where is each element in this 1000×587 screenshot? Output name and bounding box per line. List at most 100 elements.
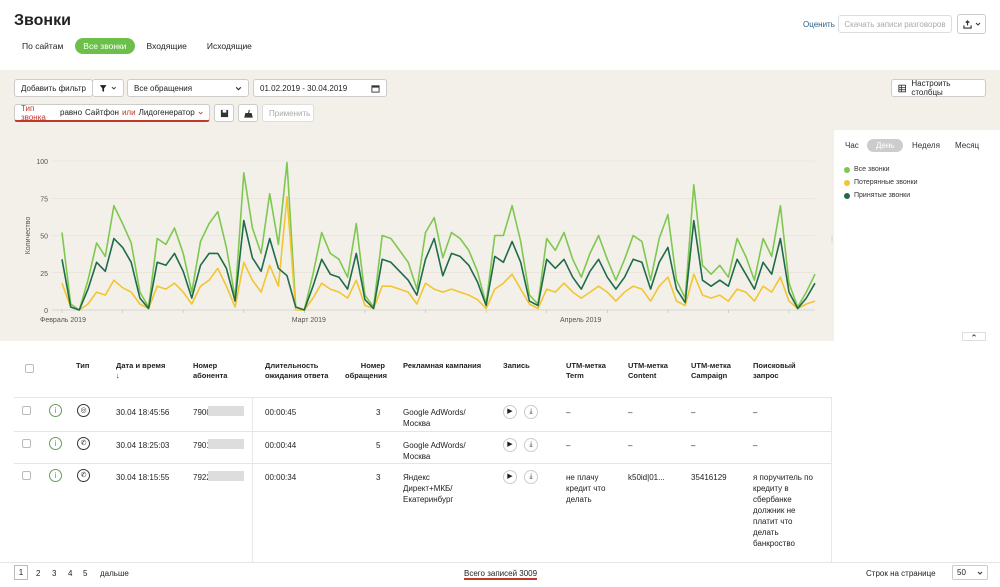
legend-lost-calls[interactable]: Потерянные звонки [844,179,918,186]
query-line: платит что [753,517,793,526]
legend-dot [844,179,850,186]
tab-all-calls[interactable]: Все звонки [75,38,135,54]
y-tick-label: 50 [40,234,48,241]
cell-appeal: 3 [376,408,381,417]
per-page-select[interactable]: 50 [952,565,988,580]
col-utm-campaign[interactable]: UTM-метка Campaign [691,361,731,380]
download-record-button[interactable]: ⤓ [524,438,538,452]
add-filter-button[interactable]: Добавить фильтр [14,79,93,97]
cell-utm-campaign: – [691,441,696,450]
filter-type-dropdown[interactable] [92,79,124,97]
download-record-button[interactable]: ⤓ [524,470,538,484]
select-all-checkbox[interactable] [25,364,34,373]
appeals-select[interactable]: Все обращения [127,79,249,97]
broom-icon [243,109,253,118]
legend-all-calls[interactable]: Все звонки [844,166,890,173]
apply-button[interactable]: Применить [262,104,314,122]
chevron-down-icon [977,571,983,575]
calendar-icon [371,84,380,93]
period-day[interactable]: День [867,139,904,152]
table-row[interactable] [14,463,832,562]
pagination-bar [0,562,1000,587]
y-tick-label: 75 [40,196,48,203]
info-icon[interactable]: i [49,437,62,450]
per-page-label: Строк на странице [866,569,936,578]
legend-label: Все звонки [854,166,890,173]
date-range-input[interactable]: 01.02.2019 - 30.04.2019 [253,79,387,97]
page-2[interactable]: 2 [36,569,41,578]
col-type[interactable]: Тип [76,361,90,370]
rate-link[interactable]: Оценить [803,20,835,29]
line-chart: 0 25 50 75 100 Количество Февраль 2019 Март 201… [25,159,816,324]
filter-tag[interactable]: Тип звонка равно Сайтфон или Лидогенерат… [14,104,210,122]
cell-datetime: 30.04 18:15:55 [116,473,170,482]
col-record[interactable]: Запись [503,361,530,370]
clear-filter-button[interactable] [238,104,258,122]
cell-utm-content: – [628,441,633,450]
legend-received-calls[interactable]: Принятые звонки [844,192,910,199]
chart-sidebar [834,130,1000,341]
total-records: Всего записей 3009 [464,569,538,580]
y-tick-label: 100 [36,159,48,166]
export-button[interactable] [957,14,986,34]
campaign-line: Директ+МКБ/ [403,484,453,493]
cell-datetime: 30.04 18:25:03 [116,441,170,450]
month-label: Март 2019 [292,317,326,324]
funnel-icon [99,84,107,92]
info-icon[interactable]: i [49,469,62,482]
col-utm-term[interactable]: UTM-метка Term [566,361,606,380]
tab-incoming[interactable]: Входящие [146,41,187,51]
chevron-down-icon [235,86,242,90]
campaign-line: Яндекс [403,473,430,482]
cell-phone: 7901 [193,441,211,450]
col-campaign[interactable]: Рекламная кампания [403,361,482,370]
save-filter-button[interactable] [214,104,234,122]
play-button[interactable]: ▶ [503,438,517,452]
col-phone[interactable]: Номер абонента [193,361,228,380]
download-record-button[interactable]: ⤓ [524,405,538,419]
query-line: должник не [753,506,796,515]
table-row[interactable] [14,431,832,463]
export-icon [962,19,972,29]
download-recordings-button[interactable]: Скачать записи разговоров [838,15,952,33]
column-divider [831,397,832,562]
next-page-link[interactable]: дальше [100,569,129,578]
row-checkbox[interactable] [22,439,31,448]
series-line-received [61,219,816,311]
cell-utm-content: – [628,408,633,417]
cell-utm-campaign: – [691,408,696,417]
filter-tag-or: или [121,108,136,117]
chevron-down-icon [198,111,203,115]
column-divider [252,397,253,562]
configure-columns-button[interactable]: Настроить столбцы [891,79,986,97]
col-datetime[interactable]: Дата и время ↓ [116,361,186,381]
row-checkbox[interactable] [22,471,31,480]
period-hour[interactable]: Час [845,141,859,150]
col-utm-content[interactable]: UTM-метка Content [628,361,668,380]
period-month[interactable]: Месяц [955,141,980,150]
col-query[interactable]: Поисковый запрос [753,361,796,380]
play-button[interactable]: ▶ [503,470,517,484]
page-5[interactable]: 5 [83,569,88,578]
page-3[interactable]: 3 [52,569,57,578]
tabs: По сайтам Все звонки Входящие Исходящие [14,38,260,54]
col-wait[interactable]: Длительность ожидания ответа [265,361,329,380]
page-1[interactable]: 1 [14,565,28,580]
cell-campaign: Яндекс Директ+МКБ/ Екатеринбург [403,472,453,505]
table-row[interactable] [14,397,832,431]
date-range-value: 01.02.2019 - 30.04.2019 [260,83,348,93]
tab-by-sites[interactable]: По сайтам [22,41,64,51]
tab-outgoing[interactable]: Исходящие [206,41,252,51]
collapse-chart-button[interactable] [962,332,986,341]
page-4[interactable]: 4 [68,569,73,578]
play-button[interactable]: ▶ [503,405,517,419]
col-appeal[interactable]: Номер обращения [345,361,387,380]
cell-datetime: 30.04 18:45:56 [116,408,170,417]
sort-down-icon: ↓ [116,371,120,380]
info-icon[interactable]: i [49,404,62,417]
resize-handle[interactable]: ⋮ [829,237,835,243]
chevron-up-icon [972,334,976,337]
row-checkbox[interactable] [22,406,31,415]
cell-query: – [753,408,758,417]
period-week[interactable]: Неделя [912,141,940,150]
